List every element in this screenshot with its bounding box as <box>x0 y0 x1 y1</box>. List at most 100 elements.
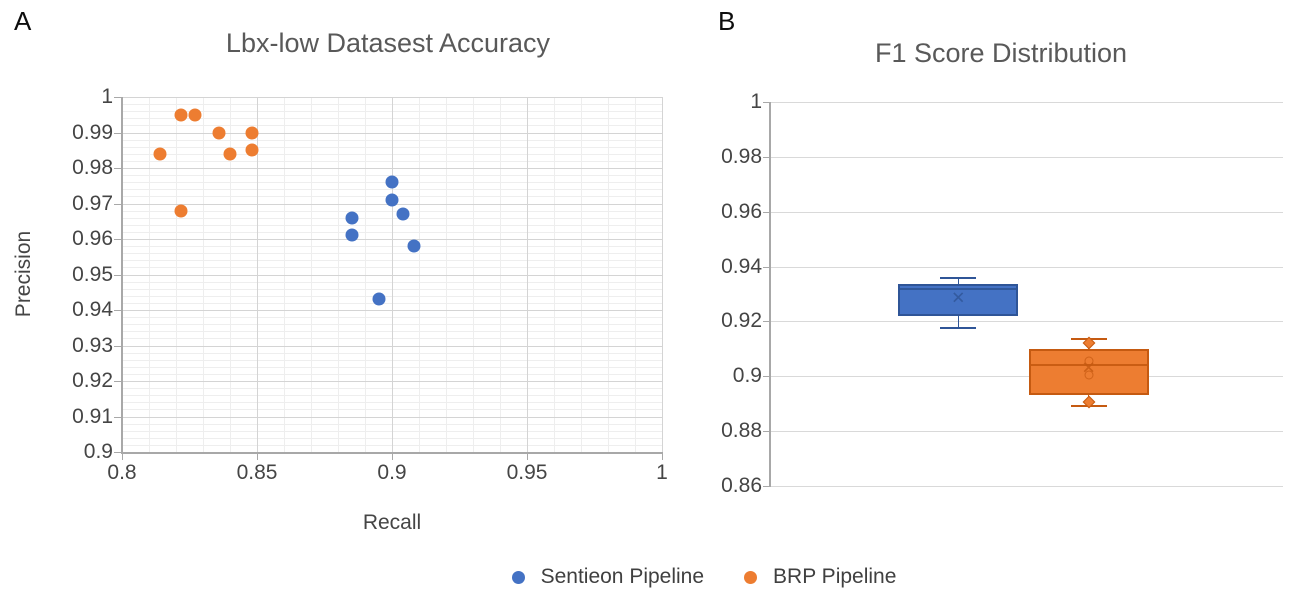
y-tick-mark <box>763 211 769 213</box>
panel-b-label: B <box>718 6 736 36</box>
chart-legend: Sentieon Pipeline BRP Pipeline <box>92 565 1316 589</box>
y-tick-label: 0.96 <box>721 199 762 223</box>
y-tick-mark <box>763 431 769 433</box>
y-tick-label: 0.94 <box>72 298 113 321</box>
legend-item-brp: BRP Pipeline <box>744 565 896 589</box>
y-axis-line <box>121 97 123 453</box>
scatter-point-brp <box>188 108 202 122</box>
x-axis-line <box>121 452 662 454</box>
gridline-major-h <box>770 266 1283 268</box>
y-tick-mark <box>114 416 121 418</box>
x-tick-label: 0.95 <box>506 461 548 484</box>
median-line <box>898 287 1019 290</box>
gridline-major-v <box>662 97 663 452</box>
sentieon-series-dot-icon <box>511 570 525 584</box>
gridline-major-h <box>770 486 1283 487</box>
gridline-major-h <box>770 321 1283 323</box>
mean-marker-icon: ✕ <box>951 288 966 308</box>
whisker-line <box>957 277 960 285</box>
x-tick-label: 0.85 <box>236 461 278 484</box>
panel-a-label: A <box>14 6 32 36</box>
box-plot-sentieon <box>898 284 1019 316</box>
y-tick-label: 0.86 <box>721 474 762 497</box>
gridline-major-h <box>122 345 662 347</box>
x-tick-label: 0.8 <box>107 461 137 484</box>
y-axis-line <box>769 102 771 487</box>
x-tick-mark <box>392 452 393 460</box>
y-tick-label: 0.93 <box>72 333 113 357</box>
gridline-major-h <box>122 274 662 276</box>
gridline-major-h <box>122 416 662 418</box>
gridline-major-h <box>770 431 1283 433</box>
y-tick-label: 0.96 <box>72 227 113 250</box>
y-tick-mark <box>114 97 121 98</box>
y-tick-mark <box>114 132 121 134</box>
y-tick-mark <box>763 376 769 378</box>
gridline-major-h <box>770 102 1283 103</box>
y-tick-label: 0.92 <box>72 369 113 392</box>
scatter-point-brp <box>212 126 226 139</box>
y-tick-mark <box>114 381 121 382</box>
y-tick-mark <box>763 486 769 487</box>
gridline-major-h <box>770 211 1283 213</box>
x-tick-label: 0.9 <box>377 461 407 484</box>
gridline-major-h <box>122 239 662 240</box>
scatter-point-brp <box>174 108 188 122</box>
legend-item-sentieon: Sentieon Pipeline <box>511 565 705 589</box>
y-tick-mark <box>763 266 769 268</box>
y-tick-label: 0.92 <box>721 309 762 333</box>
gridline-major-h <box>122 381 662 382</box>
scatter-point-brp <box>223 147 237 161</box>
y-tick-mark <box>114 203 121 205</box>
x-tick-mark <box>257 452 258 460</box>
y-tick-mark <box>763 102 769 103</box>
y-tick-mark <box>114 345 121 347</box>
legend-label-brp: BRP Pipeline <box>773 565 897 588</box>
box-inner-marker-circle <box>1084 370 1094 380</box>
legend-label-sentieon: Sentieon Pipeline <box>540 565 705 588</box>
y-tick-label: 0.94 <box>721 254 762 278</box>
gridline-major-h <box>122 97 662 98</box>
whisker-cap <box>940 276 977 279</box>
scatter-point-sentieon <box>385 175 399 189</box>
y-tick-label: 0.9 <box>83 440 113 463</box>
scatter-point-sentieon <box>372 292 385 306</box>
gridline-major-h <box>770 376 1283 378</box>
y-tick-label: 0.9 <box>732 364 762 388</box>
brp-series-dot-icon <box>744 570 758 584</box>
scatter-chart-title: Lbx-low Datasest Accuracy <box>225 28 551 58</box>
gridline-major-h <box>122 168 662 169</box>
y-tick-mark <box>114 452 121 453</box>
y-tick-mark <box>114 239 121 240</box>
scatter-point-brp <box>245 126 259 139</box>
y-tick-label: 1 <box>101 85 113 108</box>
x-tick-mark <box>527 452 528 460</box>
box-inner-marker-circle <box>1084 356 1094 366</box>
gridline-major-h <box>122 132 662 134</box>
y-tick-label: 0.88 <box>721 419 762 443</box>
scatter-point-brp <box>174 204 188 218</box>
scatter-point-sentieon <box>407 239 421 253</box>
y-tick-label: 0.98 <box>72 156 113 179</box>
y-tick-label: 0.99 <box>72 120 113 144</box>
y-tick-mark <box>763 321 769 323</box>
scatter-point-sentieon <box>385 193 399 207</box>
scatter-point-sentieon <box>345 228 358 242</box>
x-tick-mark <box>662 452 663 460</box>
x-axis-title-recall: Recall <box>362 511 422 534</box>
x-tick-label: 1 <box>656 461 668 484</box>
y-tick-label: 0.91 <box>72 404 113 428</box>
y-tick-label: 0.98 <box>721 144 762 168</box>
scatter-point-sentieon <box>345 211 358 225</box>
y-tick-mark <box>114 274 121 276</box>
whisker-line <box>957 315 960 329</box>
y-tick-mark <box>114 168 121 169</box>
whisker-cap <box>940 327 977 330</box>
y-tick-label: 0.95 <box>72 262 113 286</box>
y-tick-label: 0.97 <box>72 191 113 215</box>
y-tick-mark <box>763 156 769 158</box>
y-tick-label: 1 <box>750 90 762 113</box>
y-tick-mark <box>114 310 121 311</box>
